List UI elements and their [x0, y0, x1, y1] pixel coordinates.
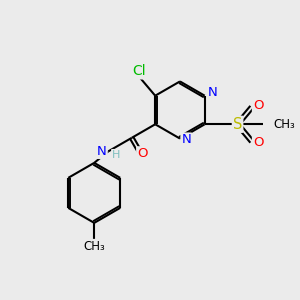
Text: N: N [208, 86, 217, 99]
Text: N: N [182, 134, 191, 146]
Text: O: O [253, 99, 263, 112]
Text: CH₃: CH₃ [83, 240, 105, 253]
Text: O: O [253, 136, 263, 149]
Text: CH₃: CH₃ [273, 118, 295, 131]
Text: N: N [97, 145, 107, 158]
Text: Cl: Cl [132, 64, 146, 78]
Text: H: H [112, 150, 120, 160]
Text: O: O [137, 147, 148, 160]
Text: S: S [233, 117, 242, 132]
